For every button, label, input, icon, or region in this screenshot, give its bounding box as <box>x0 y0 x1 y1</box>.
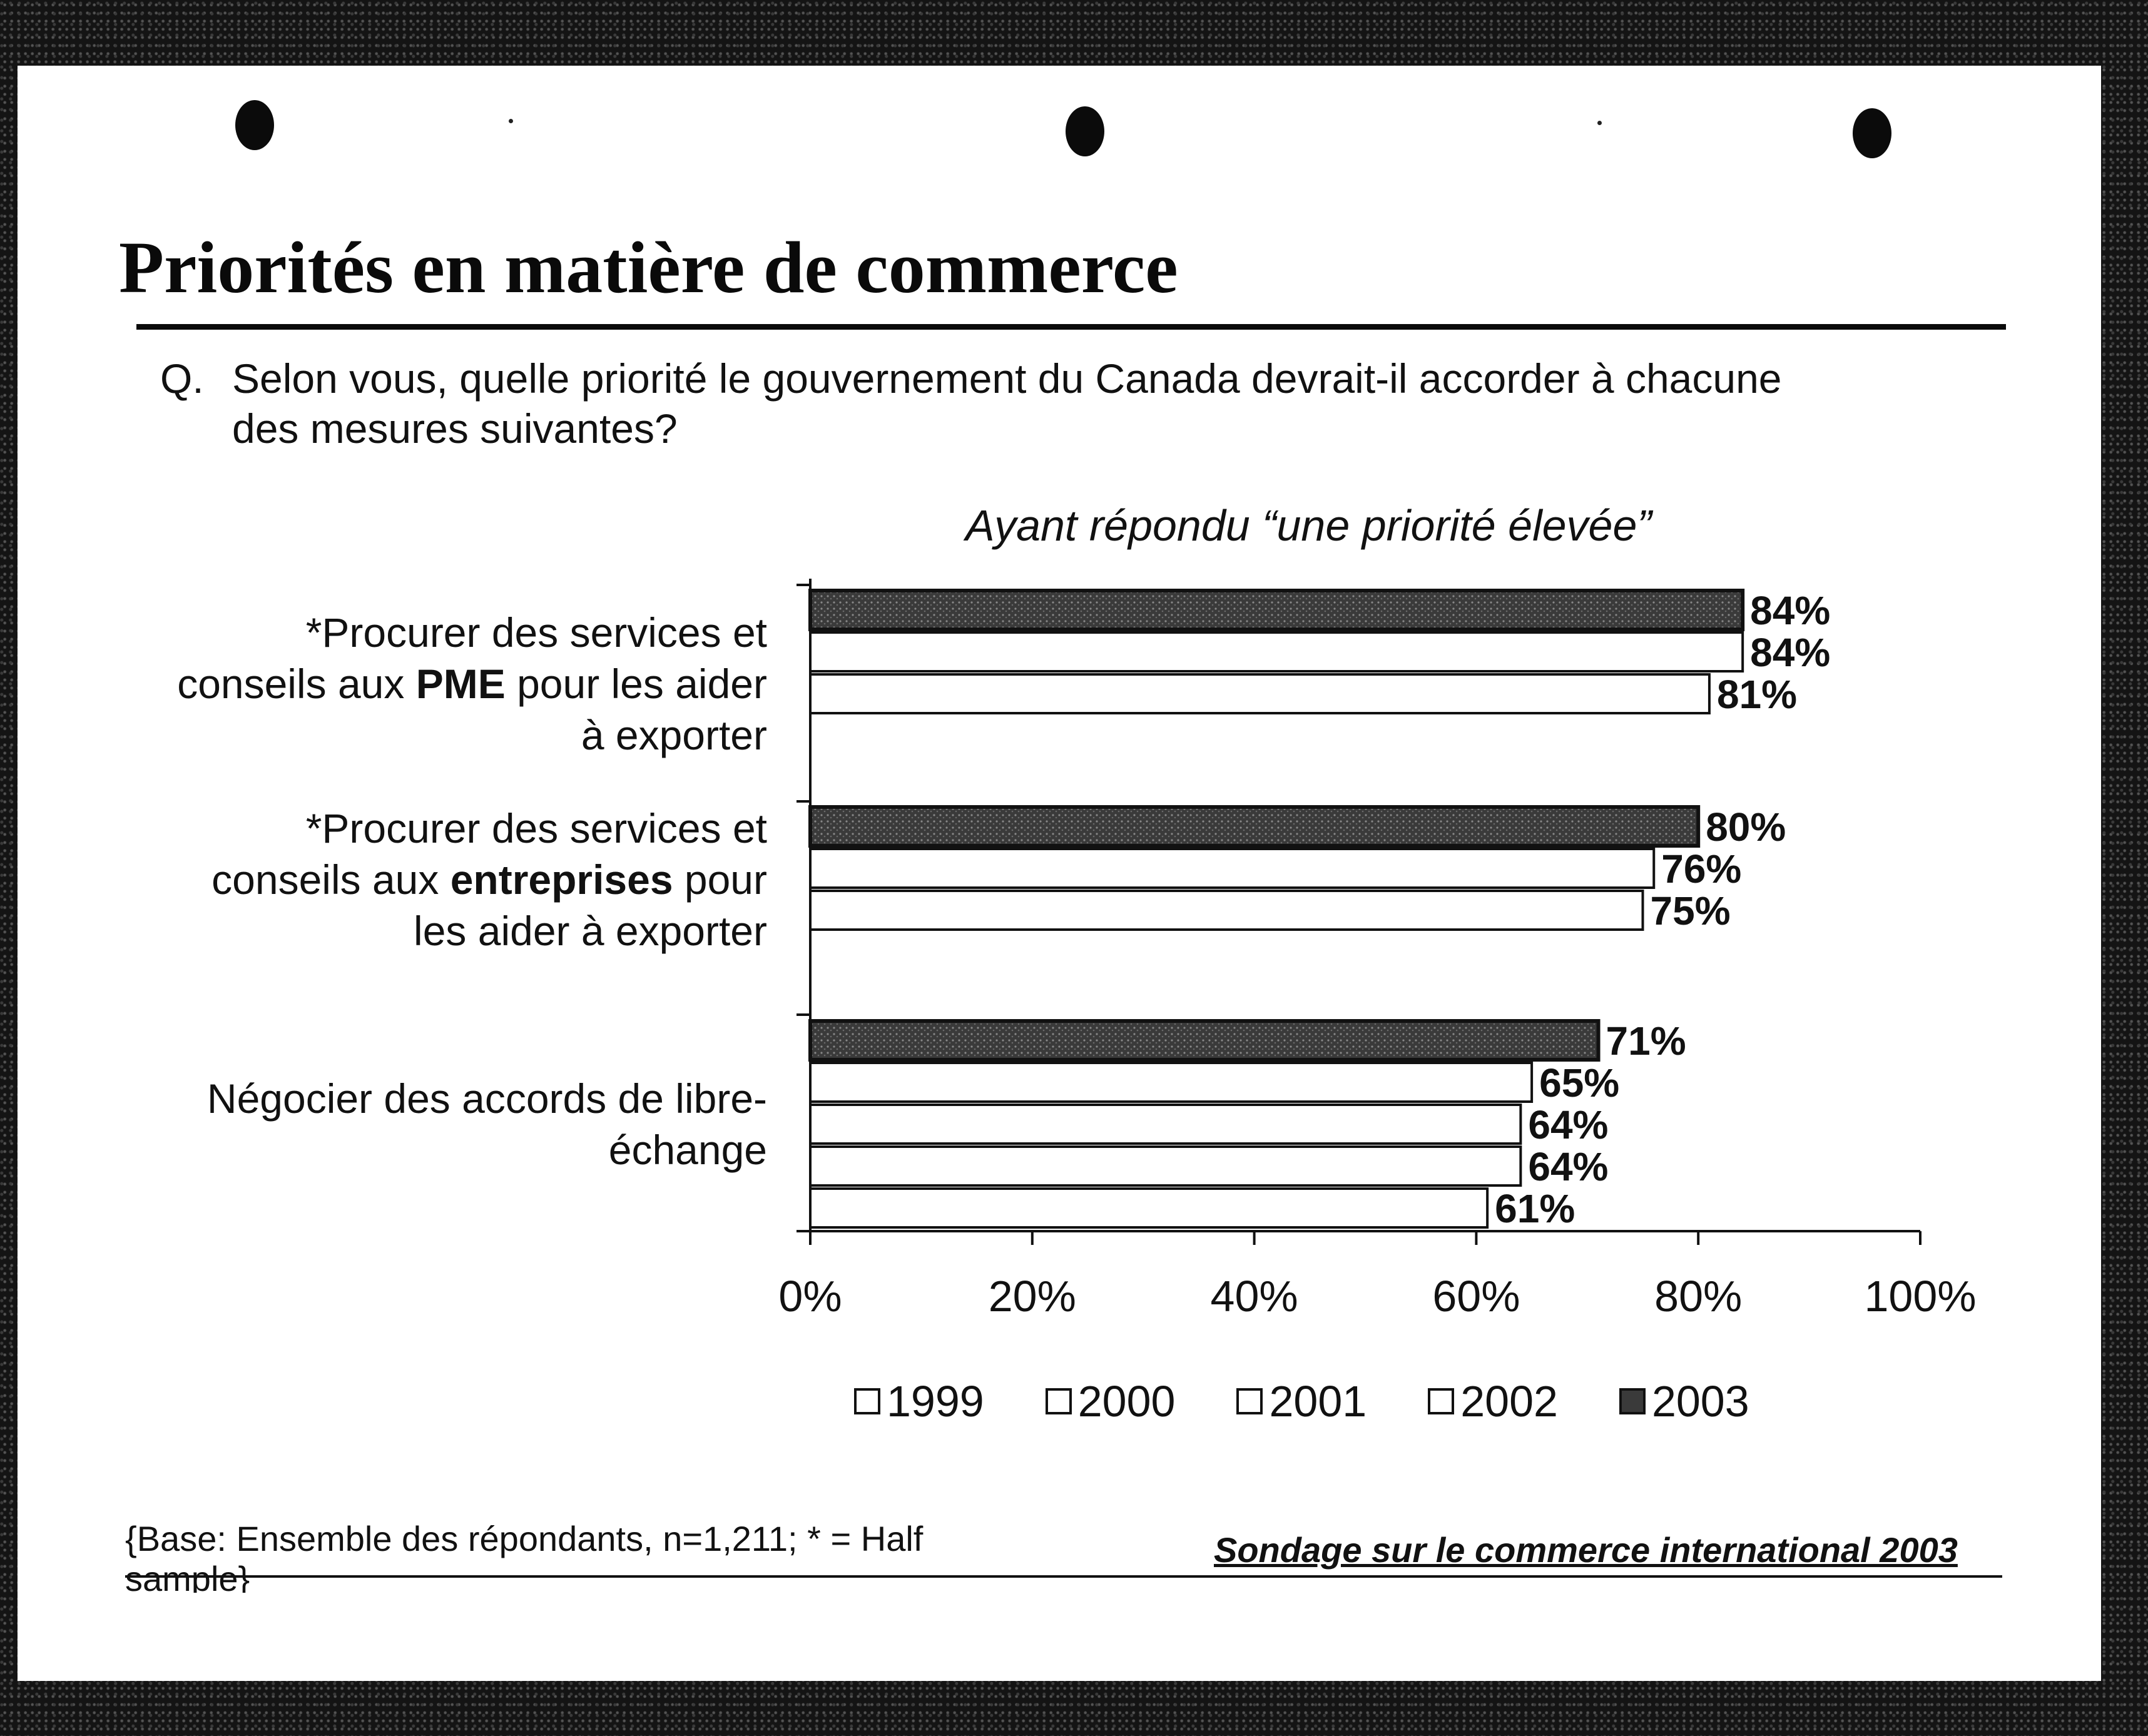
category-label: *Procurer des services et conseils aux en… <box>211 805 767 954</box>
bar-2003 <box>808 1019 1601 1062</box>
question-prefix: Q. <box>160 355 204 402</box>
bar-value-label: 80% <box>1706 805 1786 850</box>
bar-value-label: 64% <box>1528 1102 1608 1147</box>
legend-label: 2003 <box>1651 1377 1749 1426</box>
title-divider <box>136 324 2006 330</box>
legend-swatch <box>1236 1388 1263 1414</box>
legend-item-2002: 2002 <box>1428 1376 1558 1426</box>
bar-2000 <box>809 1145 1522 1187</box>
footer-base-note: {Base: Ensemble des répondants, n=1,211;… <box>125 1519 924 1593</box>
punch-hole-center <box>1066 106 1104 156</box>
category-label: *Procurer des services et conseils aux PM… <box>177 609 767 758</box>
scan-speck <box>1597 121 1602 125</box>
x-tick-label: 80% <box>1654 1272 1742 1321</box>
legend-label: 2002 <box>1460 1377 1558 1426</box>
legend-swatch <box>1428 1388 1455 1414</box>
bar-value-label: 84% <box>1750 630 1830 675</box>
x-tick-label: 0% <box>778 1272 842 1321</box>
category-label: Négocier des accords de libre-échange <box>206 1075 767 1173</box>
legend-label: 2000 <box>1077 1377 1176 1426</box>
bar-2001 <box>809 890 1644 931</box>
legend-swatch <box>1619 1388 1646 1414</box>
punch-hole-left <box>235 100 274 150</box>
question-line-2: des mesures suivantes? <box>232 405 678 452</box>
question-line-1: Selon vous, quelle priorité le gouvernem… <box>232 355 1782 402</box>
bar-2003 <box>808 589 1745 631</box>
x-tick-label: 40% <box>1211 1272 1298 1321</box>
bar-value-label: 71% <box>1606 1018 1686 1063</box>
bar-value-label: 64% <box>1528 1144 1608 1189</box>
bar-2002 <box>809 1062 1534 1103</box>
legend-item-2000: 2000 <box>1045 1376 1176 1426</box>
bar-value-label: 84% <box>1750 588 1830 633</box>
bar-2001 <box>809 1104 1522 1145</box>
x-tick-label: 20% <box>989 1272 1076 1321</box>
x-tick-label: 60% <box>1432 1272 1520 1321</box>
punch-hole-right <box>1853 108 1891 158</box>
bar-2001 <box>809 673 1711 714</box>
legend-swatch <box>854 1388 880 1414</box>
footer-divider <box>125 1575 2002 1578</box>
bar-value-label: 76% <box>1661 846 1741 891</box>
bar-value-label: 61% <box>1495 1186 1575 1231</box>
legend-item-2003: 2003 <box>1619 1376 1749 1426</box>
page-title: Priorités en matière de commerce <box>119 226 1178 308</box>
bar-2002 <box>809 631 1744 673</box>
scan-speck <box>509 119 513 123</box>
footer-source: Sondage sur le commerce international 20… <box>1214 1530 1958 1570</box>
x-tick-label: 100% <box>1864 1272 1976 1321</box>
legend-label: 2001 <box>1269 1377 1367 1426</box>
bar-2002 <box>809 848 1656 889</box>
legend-item-1999: 1999 <box>854 1376 984 1426</box>
bar-value-label: 75% <box>1651 888 1731 933</box>
bar-2003 <box>808 805 1701 848</box>
legend-label: 1999 <box>887 1377 984 1426</box>
legend-item-2001: 2001 <box>1236 1376 1367 1426</box>
chart-legend: 1999 2000 2001 2002 2003 <box>854 1376 1811 1426</box>
bar-1999 <box>809 1187 1489 1229</box>
chart-subtitle: Ayant répondu “une priorité élevée” <box>965 501 1652 550</box>
bar-value-label: 65% <box>1539 1060 1619 1105</box>
legend-swatch <box>1045 1388 1072 1414</box>
bar-value-label: 81% <box>1717 672 1797 717</box>
